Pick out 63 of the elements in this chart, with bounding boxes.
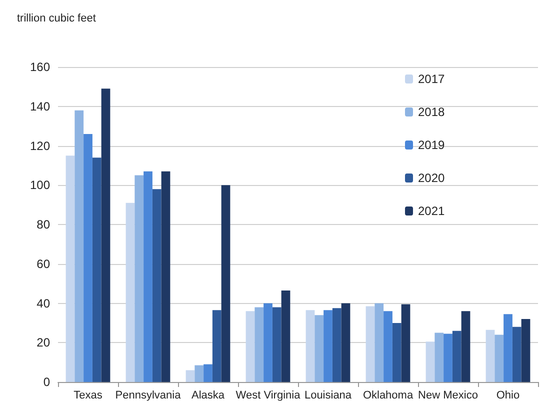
y-tick-label: 100 xyxy=(30,178,50,192)
bar xyxy=(101,88,110,382)
bar xyxy=(392,322,402,382)
x-tick-label: New Mexico xyxy=(418,390,478,402)
bar xyxy=(401,304,410,382)
x-tick-label: Louisiana xyxy=(304,390,352,402)
bar xyxy=(194,365,204,382)
x-tick-label: West Virginia xyxy=(236,390,302,402)
bar xyxy=(161,171,170,382)
x-tick-label: Ohio xyxy=(496,390,520,402)
legend-label: 2021 xyxy=(418,204,446,218)
bar xyxy=(221,185,230,382)
legend-label: 2019 xyxy=(418,138,446,152)
y-tick-label: 120 xyxy=(30,138,50,153)
x-tick-label: Texas xyxy=(74,390,103,402)
bar xyxy=(92,158,102,382)
bar xyxy=(434,332,444,382)
bar xyxy=(186,370,195,382)
bar xyxy=(66,156,75,382)
bar xyxy=(126,202,135,382)
bar xyxy=(264,303,272,382)
y-tick-label: 160 xyxy=(30,60,50,74)
x-tick-label: Pennsylvania xyxy=(115,390,182,402)
bar xyxy=(74,110,84,382)
bar xyxy=(246,311,255,382)
bar xyxy=(374,303,384,382)
bar xyxy=(314,315,324,382)
bar xyxy=(306,310,315,382)
bar xyxy=(204,364,212,382)
bar xyxy=(461,311,470,382)
bar xyxy=(341,303,350,382)
legend-label: 2017 xyxy=(418,72,446,86)
bar xyxy=(134,175,144,382)
legend-label: 2020 xyxy=(418,171,446,185)
y-tick-label: 80 xyxy=(36,218,50,232)
bar xyxy=(384,311,392,382)
y-tick-label: 0 xyxy=(43,375,50,389)
bar xyxy=(444,334,452,382)
y-tick-label: 60 xyxy=(36,256,50,271)
bar xyxy=(512,326,522,382)
bar xyxy=(324,310,332,382)
bar xyxy=(486,330,495,382)
bar xyxy=(332,308,342,382)
bar xyxy=(426,342,435,382)
bar xyxy=(504,314,512,382)
bar xyxy=(494,334,504,382)
bar xyxy=(254,307,264,382)
y-axis-title: trillion cubic feet xyxy=(17,12,96,24)
bar xyxy=(152,189,162,382)
bar xyxy=(452,330,462,382)
bar xyxy=(84,134,92,382)
bar xyxy=(272,307,282,382)
y-tick-label: 20 xyxy=(36,336,50,350)
bar xyxy=(281,290,290,382)
bar xyxy=(366,306,375,382)
bar xyxy=(212,310,222,382)
bar xyxy=(521,319,530,382)
y-tick-label: 140 xyxy=(30,99,50,114)
y-tick-label: 40 xyxy=(36,296,50,310)
legend-label: 2018 xyxy=(418,105,446,119)
x-tick-label: Oklahoma xyxy=(362,390,414,402)
x-tick-label: Alaska xyxy=(191,390,226,402)
bar xyxy=(144,171,152,382)
